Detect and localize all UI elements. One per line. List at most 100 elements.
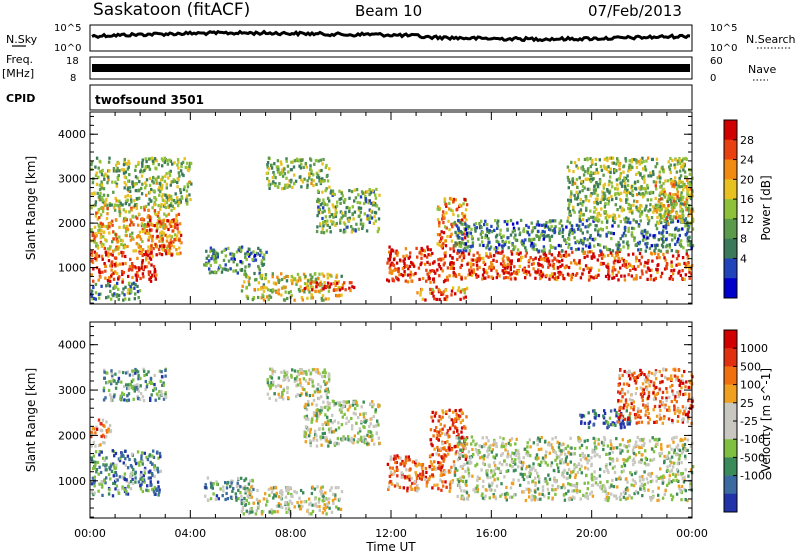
heatmap-cell [644, 249, 647, 253]
heatmap-cell [328, 430, 331, 434]
heatmap-cell [124, 216, 127, 220]
colorbar-segment [724, 120, 737, 141]
heatmap-cell [624, 159, 628, 163]
heatmap-cell [178, 222, 182, 226]
heatmap-cell [213, 258, 216, 262]
heatmap-cell [490, 263, 493, 267]
heatmap-cell [421, 470, 425, 474]
heatmap-cell [627, 169, 630, 173]
heatmap-cell [105, 476, 108, 480]
heatmap-cell [611, 269, 614, 273]
heatmap-cell [209, 497, 213, 501]
heatmap-cell [407, 455, 410, 459]
heatmap-cell [367, 442, 371, 446]
heatmap-cell [670, 220, 673, 224]
heatmap-cell [668, 277, 671, 281]
heatmap-cell [419, 472, 422, 476]
heatmap-cell [619, 174, 622, 178]
heatmap-cell [362, 412, 365, 416]
heatmap-cell [167, 176, 170, 180]
heatmap-cell [163, 203, 167, 207]
heatmap-cell [102, 456, 105, 460]
heatmap-cell [122, 298, 125, 302]
heatmap-cell [326, 219, 329, 223]
heatmap-cell [94, 444, 97, 448]
heatmap-cell [634, 158, 638, 162]
heatmap-cell [126, 244, 129, 249]
heatmap-cell [160, 390, 163, 394]
heatmap-cell [439, 267, 443, 271]
heatmap-cell [645, 232, 648, 236]
heatmap-cell [322, 179, 325, 183]
heatmap-cell [637, 171, 640, 175]
heatmap-cell [271, 372, 274, 376]
heatmap-cell [646, 236, 649, 240]
heatmap-cell [319, 180, 322, 184]
heatmap-cell [94, 460, 97, 464]
heatmap-cell [372, 201, 375, 205]
heatmap-cell [110, 268, 113, 272]
heatmap-cell [248, 276, 251, 280]
heatmap-cell [542, 223, 546, 227]
heatmap-cell [667, 222, 670, 226]
heatmap-cell [135, 182, 138, 186]
heatmap-cell [601, 228, 604, 232]
heatmap-cell [581, 217, 585, 222]
heatmap-cell [661, 168, 665, 172]
heatmap-cell [276, 510, 279, 514]
heatmap-cell [551, 275, 554, 279]
heatmap-cell [543, 256, 546, 260]
heatmap-cell [268, 510, 271, 514]
heatmap-cell [270, 486, 273, 490]
heatmap-cell [148, 380, 151, 384]
heatmap-cell [548, 251, 551, 255]
heatmap-cell [259, 248, 262, 252]
heatmap-cell [590, 275, 593, 279]
heatmap-cell [183, 157, 186, 161]
heatmap-cell [656, 176, 659, 180]
heatmap-cell [360, 190, 364, 194]
heatmap-cell [159, 244, 162, 248]
heatmap-cell [124, 371, 128, 375]
heatmap-cell [108, 202, 112, 206]
heatmap-cell [302, 272, 306, 276]
heatmap-cell [115, 294, 118, 298]
heatmap-cell [493, 254, 496, 258]
heatmap-cell [581, 203, 584, 207]
heatmap-cell [350, 225, 353, 229]
heatmap-cell [302, 371, 305, 375]
heatmap-cell [281, 187, 284, 191]
heatmap-cell [279, 160, 283, 164]
heatmap-cell [163, 222, 166, 227]
heatmap-cell [636, 241, 640, 245]
heatmap-cell [532, 262, 535, 266]
heatmap-cell [494, 246, 498, 250]
heatmap-cell [280, 171, 283, 175]
heatmap-cell [297, 287, 301, 292]
heatmap-cell [668, 165, 671, 169]
heatmap-cell [452, 460, 456, 464]
heatmap-cell [495, 276, 498, 280]
heatmap-cell [501, 269, 504, 273]
nsearch-tick-high: 10^5 [710, 23, 737, 34]
heatmap-cell [177, 200, 181, 205]
heatmap-cell [168, 158, 171, 162]
heatmap-cell [658, 256, 661, 260]
heatmap-cell [340, 293, 343, 297]
heatmap-cell [117, 245, 121, 249]
heatmap-cell [594, 197, 598, 201]
heatmap-cell [126, 228, 130, 232]
heatmap-cell [128, 173, 131, 177]
heatmap-cell [137, 160, 140, 165]
heatmap-cell [351, 285, 354, 289]
heatmap-cell [350, 281, 353, 285]
heatmap-cell [652, 172, 655, 177]
heatmap-cell [610, 231, 613, 235]
heatmap-cell [616, 208, 619, 212]
heatmap-cell [161, 392, 164, 397]
heatmap-cell [262, 257, 266, 261]
heatmap-cell [654, 223, 658, 227]
heatmap-cell [113, 203, 116, 207]
heatmap-cell [669, 199, 673, 203]
heatmap-cell [114, 233, 118, 237]
